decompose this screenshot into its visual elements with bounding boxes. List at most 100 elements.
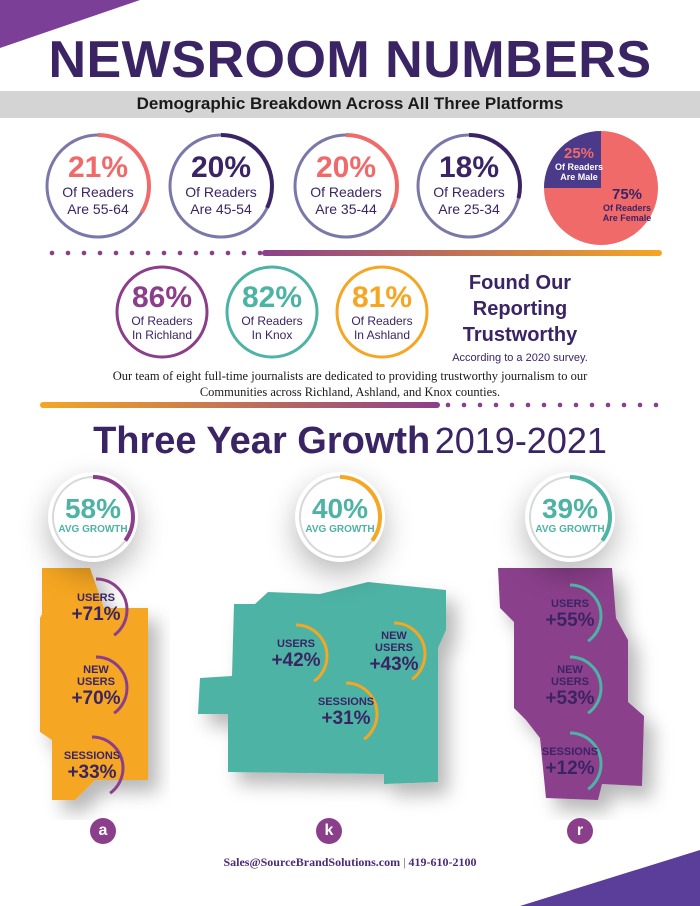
- pie-male-slice: [544, 131, 601, 188]
- county-stat-text: USERS +71%: [60, 592, 132, 625]
- county-stat-text: USERS +42%: [260, 638, 332, 671]
- trust-line2: Reporting: [472, 298, 568, 320]
- trust-stat-line1: Of Readers: [131, 314, 193, 328]
- corner-triangle-bottom-right: [520, 850, 700, 906]
- ring-graphic: [225, 265, 319, 359]
- footer-separator: |: [400, 855, 409, 869]
- age-stat-circle: 20% Of Readers Are 35-44: [290, 130, 402, 242]
- ring-graphic: [537, 731, 603, 797]
- trust-stat-line2: In Richland: [131, 328, 193, 342]
- age-stat-circle: 21% Of Readers Are 55-64: [42, 130, 154, 242]
- trust-stat-text: 86% Of Readers In Richland: [112, 282, 212, 343]
- footer-contact: Sales@SourceBrandSolutions.com | 419-610…: [0, 855, 700, 870]
- county-maps: [40, 568, 644, 800]
- ring-graphic: [115, 265, 209, 359]
- county-stat-value: +42%: [271, 650, 321, 671]
- age-stat-line1: Of Readers: [185, 184, 257, 200]
- age-stat-line1: Of Readers: [62, 184, 134, 200]
- county-stat: USERS +71%: [60, 574, 132, 646]
- corner-triangle-top-left: [0, 0, 140, 48]
- ring-arc: [528, 475, 612, 559]
- dotted-divider-right: [440, 402, 662, 408]
- age-stat-line2: Are 25-34: [438, 201, 500, 217]
- footer-phone[interactable]: 419-610-2100: [408, 855, 477, 869]
- county-logo-icon: a: [90, 818, 116, 844]
- county-stat-value: +71%: [71, 604, 121, 625]
- county-stat-label1: NEW: [381, 630, 407, 642]
- growth-title-years: 2019-2021: [434, 420, 607, 461]
- ring-track: [335, 265, 429, 359]
- trust-line1: Found Our: [468, 272, 572, 294]
- county-stat-text: SESSIONS +31%: [310, 696, 382, 729]
- age-stat-text: 20% Of Readers Are 45-54: [165, 152, 277, 218]
- county-stat-label1: SESSIONS: [63, 750, 121, 762]
- county-stat-text: SESSIONS +33%: [56, 750, 128, 783]
- ring-arc: [59, 735, 125, 801]
- ring-arc: [263, 623, 329, 689]
- ring-arc: [45, 133, 151, 239]
- avg-growth-label: AVG GROWTH: [305, 524, 375, 535]
- ashland-county-shape: [40, 568, 148, 800]
- avg-growth-label: AVG GROWTH: [535, 524, 605, 535]
- ring-arc: [537, 583, 603, 649]
- ring-graphic: [263, 623, 329, 689]
- ring-arc: [298, 475, 382, 559]
- trust-stat-value: 81%: [351, 281, 413, 314]
- trust-stat-line1: Of Readers: [351, 314, 413, 328]
- county-stat-label2: USERS: [77, 676, 115, 688]
- trust-heading: Found Our Reporting Trustworthy Accordin…: [440, 270, 600, 364]
- gender-pie-chart: [544, 131, 658, 245]
- county-stat-value: +12%: [545, 758, 595, 779]
- team-line1: Our team of eight full-time journalists …: [112, 369, 588, 383]
- male-stat: 25% Of Readers Are Male: [548, 146, 610, 183]
- county-stat-value: +43%: [369, 654, 419, 675]
- trust-line3: Trustworthy: [462, 324, 578, 346]
- county-logo-icon: r: [567, 818, 593, 844]
- county-stat-label2: USERS: [375, 642, 413, 654]
- footer-email[interactable]: Sales@SourceBrandSolutions.com: [223, 855, 401, 869]
- ring-graphic: [45, 133, 151, 239]
- ring-graphic: [528, 475, 612, 559]
- trust-stat-text: 81% Of Readers In Ashland: [332, 281, 432, 343]
- avg-growth-label: AVG GROWTH: [58, 524, 128, 535]
- age-stat-text: 20% Of Readers Are 35-44: [290, 152, 402, 218]
- county-stat-value: +53%: [545, 688, 595, 709]
- county-stat-text: USERS +55%: [534, 598, 606, 631]
- trust-stat-circle: 86% Of Readers In Richland: [112, 262, 212, 362]
- gradient-divider-left: [40, 402, 440, 408]
- trust-stat-line1: Of Readers: [241, 314, 303, 328]
- ring-graphic: [59, 735, 125, 801]
- avg-growth-value: 39%: [541, 493, 599, 524]
- subtitle-band: [0, 91, 700, 118]
- female-line2: Are Female: [602, 213, 652, 223]
- county-stat-label1: USERS: [77, 592, 115, 604]
- ring-graphic: [537, 583, 603, 649]
- trust-stat-value: 82%: [241, 281, 303, 314]
- trust-stat-text: 82% Of Readers In Knox: [222, 281, 322, 343]
- age-stat-line1: Of Readers: [433, 184, 505, 200]
- team-line2: Communities across Richland, Ashland, an…: [199, 385, 501, 399]
- county-stat: NEW USERS +53%: [534, 652, 606, 724]
- age-stat-circle: 18% Of Readers Are 25-34: [413, 130, 525, 242]
- page-subtitle: Demographic Breakdown Across All Three P…: [136, 94, 564, 113]
- avg-growth-value: 40%: [311, 493, 369, 524]
- age-stat-value: 20%: [190, 151, 252, 184]
- ring-arc: [63, 577, 129, 643]
- trust-stat-circle: 81% Of Readers In Ashland: [332, 262, 432, 362]
- age-stat-line2: Are 35-44: [315, 201, 377, 217]
- avg-growth-value: 58%: [64, 493, 122, 524]
- ring-arc: [416, 133, 522, 239]
- county-stat: NEW USERS +70%: [60, 652, 132, 724]
- trust-stat-circle: 82% Of Readers In Knox: [222, 262, 322, 362]
- ring-graphic: [168, 133, 274, 239]
- age-stat-text: 18% Of Readers Are 25-34: [413, 152, 525, 218]
- age-stat-line1: Of Readers: [310, 184, 382, 200]
- ring-arc: [537, 731, 603, 797]
- page-title: NEWSROOM NUMBERS: [48, 31, 652, 89]
- trust-stat-line2: In Knox: [251, 328, 293, 342]
- gradient-divider-right: [262, 250, 662, 256]
- ring-graphic: [63, 577, 129, 643]
- county-stat-label1: NEW: [557, 664, 583, 676]
- female-value: 75%: [611, 186, 643, 203]
- age-stat-line2: Are 55-64: [67, 201, 129, 217]
